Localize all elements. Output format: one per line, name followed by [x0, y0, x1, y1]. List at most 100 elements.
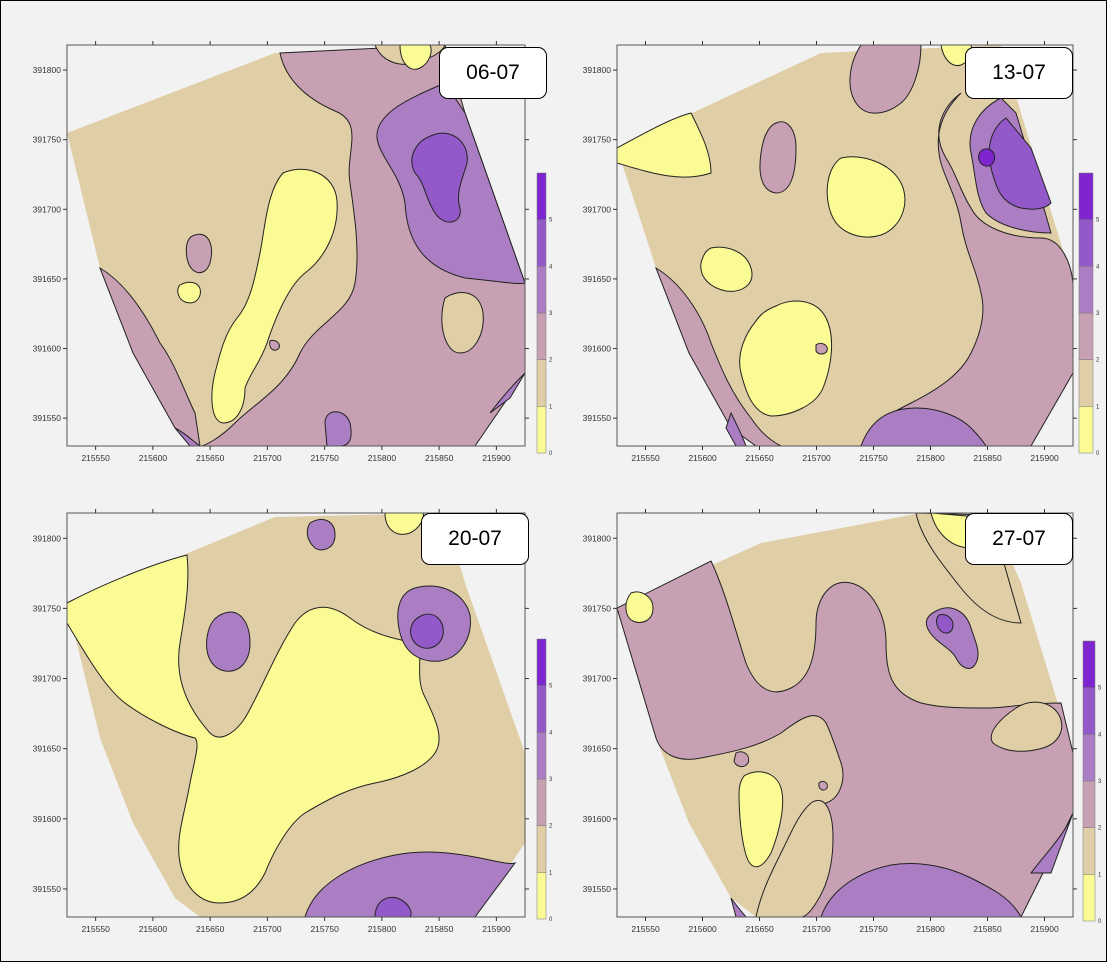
- contour-region: [441, 292, 484, 354]
- colorbar-swatch: [1082, 734, 1096, 782]
- contour-region: [759, 121, 797, 194]
- contour-region: [410, 613, 444, 649]
- x-tick-label: 215700: [802, 924, 831, 934]
- contour-region: [733, 751, 750, 768]
- contour-region: [304, 851, 517, 917]
- x-tick-label: 215600: [139, 453, 168, 463]
- contour-region: [206, 611, 251, 672]
- x-tick-label: 215850: [425, 924, 454, 934]
- contour-region: [739, 300, 832, 417]
- contour-panel-20-07: 215550 215600 215650 215700 215750 215800 2158…: [5, 493, 557, 963]
- colorbar-tick-label: 3: [549, 777, 553, 783]
- colorbar-swatch: [1078, 406, 1094, 454]
- colorbar-swatch: [536, 638, 547, 686]
- y-tick-label: 391800: [583, 533, 612, 543]
- x-tick-label: 215600: [139, 924, 168, 934]
- colorbar-swatch: [1078, 266, 1094, 314]
- contour-region: [826, 156, 906, 238]
- contour-region: [185, 233, 212, 273]
- x-tick-label: 215800: [368, 924, 397, 934]
- y-tick-label: 391650: [33, 744, 62, 754]
- colorbar-swatch: [536, 359, 547, 407]
- x-tick-label: 215750: [310, 924, 339, 934]
- y-tick-label: 391600: [583, 344, 612, 354]
- date-label: 20-07: [421, 513, 529, 565]
- date-label: 13-07: [965, 47, 1073, 99]
- y-tick-label: 391700: [33, 204, 62, 214]
- colorbar-swatch: [1078, 359, 1094, 407]
- colorbar-tick-label: 1: [549, 870, 553, 876]
- contour-region: [269, 340, 280, 351]
- y-tick-label: 391650: [583, 744, 612, 754]
- x-tick-label: 215750: [310, 453, 339, 463]
- contour-region: [399, 45, 432, 70]
- x-tick-label: 215650: [745, 453, 774, 463]
- colorbar-tick-label: 1: [1098, 872, 1102, 878]
- x-tick-label: 215900: [1030, 453, 1059, 463]
- colorbar-swatch: [536, 778, 547, 826]
- x-tick-label: 215650: [196, 924, 225, 934]
- x-axis: 215550 215600 215650 215700 215750 215800 2158…: [81, 509, 511, 934]
- colorbar-tick-label: 1: [1096, 404, 1100, 410]
- contour-region: [755, 800, 834, 917]
- contour-region: [174, 427, 201, 446]
- y-tick-label: 391750: [583, 135, 612, 145]
- contour-region: [700, 246, 753, 292]
- colorbar-tick-label: 4: [1096, 264, 1100, 270]
- contour-panel-13-07: 215550 215600 215650 215700 215750 215800 2158…: [561, 23, 1106, 483]
- x-tick-label: 215800: [916, 924, 945, 934]
- colorbar-swatch: [536, 872, 547, 920]
- colorbar-tick-label: 4: [549, 264, 553, 270]
- colorbar-swatch: [1082, 640, 1096, 688]
- x-tick-label: 215800: [368, 453, 397, 463]
- contour-region: [730, 897, 747, 917]
- x-tick-label: 215650: [196, 453, 225, 463]
- x-tick-label: 215700: [253, 924, 282, 934]
- colorbar-tick-label: 0: [1096, 451, 1100, 457]
- colorbar-tick-label: 4: [549, 730, 553, 736]
- y-tick-label: 391800: [33, 533, 62, 543]
- colorbar-swatch: [1078, 312, 1094, 360]
- contour-region: [815, 342, 828, 355]
- y-axis: 391550 391600 391650 391700 391750 391800: [33, 533, 529, 894]
- contour-region: [725, 411, 747, 446]
- contour-region: [738, 771, 784, 868]
- colorbar-swatch: [536, 825, 547, 873]
- x-tick-label: 215800: [916, 453, 945, 463]
- x-tick-label: 215550: [81, 453, 110, 463]
- contour-region: [818, 780, 828, 791]
- x-tick-label: 215700: [253, 453, 282, 463]
- colorbar-tick-label: 5: [1098, 686, 1102, 692]
- x-axis: 215550 215600 215650 215700 215750 215800 2158…: [81, 41, 511, 463]
- contour-region: [617, 112, 712, 178]
- contour-region: [99, 266, 201, 446]
- contour-domain: [617, 45, 1073, 446]
- y-tick-label: 391750: [33, 135, 62, 145]
- colorbar-swatch: [536, 685, 547, 733]
- date-label: 06-07: [439, 47, 547, 99]
- contour-map: 215550 215600 215650 215700 215750 215800 2158…: [33, 41, 553, 463]
- contour-region: [820, 862, 1022, 917]
- contour-region: [625, 591, 654, 623]
- y-tick-label: 391550: [583, 884, 612, 894]
- colorbar-tick-label: 0: [1098, 919, 1102, 925]
- contour-region: [324, 411, 352, 446]
- y-tick-label: 391750: [583, 603, 612, 613]
- colorbar-tick-label: 5: [549, 684, 553, 690]
- colorbar: 0 1 2 3 4 5: [536, 172, 553, 457]
- x-tick-label: 215600: [688, 453, 717, 463]
- date-label: 27-07: [965, 513, 1073, 565]
- x-tick-label: 215550: [631, 924, 660, 934]
- colorbar-swatch: [536, 312, 547, 360]
- y-tick-label: 391800: [583, 65, 612, 75]
- contour-region: [306, 519, 336, 551]
- y-tick-label: 391650: [33, 274, 62, 284]
- colorbar-tick-label: 2: [1096, 358, 1100, 364]
- contour-panel-06-07: 215550 215600 215650 215700 215750 215800 2158…: [5, 23, 557, 483]
- colorbar-tick-label: 2: [1098, 826, 1102, 832]
- colorbar-swatch: [1082, 780, 1096, 828]
- colorbar-swatch: [536, 406, 547, 454]
- x-tick-label: 215850: [425, 453, 454, 463]
- contour-region: [988, 117, 1052, 210]
